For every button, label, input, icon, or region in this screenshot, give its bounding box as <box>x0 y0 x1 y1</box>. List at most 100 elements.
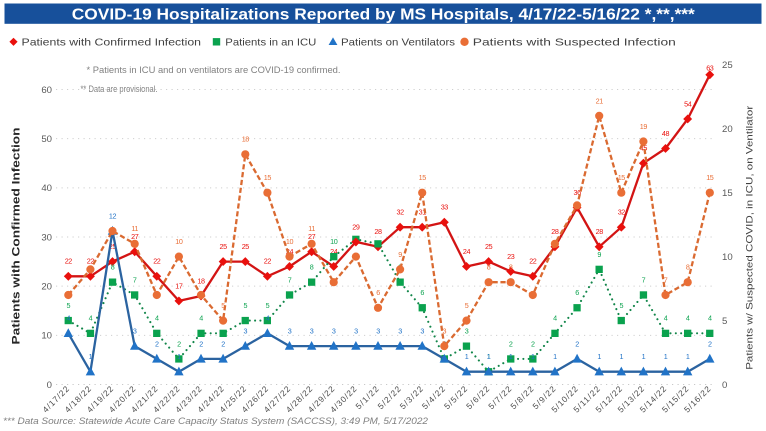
svg-text:Patients on Ventilators: Patients on Ventilators <box>341 38 455 49</box>
svg-text:1: 1 <box>89 352 93 361</box>
svg-text:15: 15 <box>722 188 733 199</box>
svg-text:6: 6 <box>376 288 380 297</box>
svg-text:3: 3 <box>243 327 247 336</box>
svg-text:5: 5 <box>221 301 225 310</box>
svg-text:4: 4 <box>266 314 270 323</box>
svg-text:15: 15 <box>618 173 626 182</box>
svg-text:30: 30 <box>41 232 52 243</box>
svg-text:10: 10 <box>286 237 294 246</box>
svg-text:0: 0 <box>47 380 52 391</box>
svg-text:Patients with Confirmed Infect: Patients with Confirmed Infection <box>22 38 202 49</box>
svg-text:27: 27 <box>131 232 139 241</box>
svg-text:1: 1 <box>487 352 491 361</box>
svg-text:6: 6 <box>575 288 579 297</box>
svg-text:4: 4 <box>66 314 70 323</box>
svg-text:8: 8 <box>310 263 314 272</box>
svg-text:* Patients in ICU and on venti: * Patients in ICU and on ventilators are… <box>87 65 341 75</box>
svg-text:22: 22 <box>153 257 161 266</box>
svg-text:3: 3 <box>398 327 402 336</box>
svg-text:45: 45 <box>640 144 648 153</box>
svg-text:8: 8 <box>509 263 513 272</box>
svg-text:15: 15 <box>264 173 272 182</box>
svg-text:32: 32 <box>618 208 626 217</box>
svg-text:8: 8 <box>487 263 491 272</box>
svg-text:1: 1 <box>465 352 469 361</box>
svg-text:** Data are provisional.: ** Data are provisional. <box>81 84 158 94</box>
svg-text:50: 50 <box>41 134 52 145</box>
svg-text:7: 7 <box>288 275 292 284</box>
svg-text:29: 29 <box>352 222 360 231</box>
svg-text:32: 32 <box>396 208 404 217</box>
svg-text:9: 9 <box>398 250 402 259</box>
svg-text:22: 22 <box>87 257 95 266</box>
svg-text:Patients in an ICU: Patients in an ICU <box>225 38 316 49</box>
svg-text:4: 4 <box>664 314 668 323</box>
svg-text:1: 1 <box>642 352 646 361</box>
svg-text:3: 3 <box>465 327 469 336</box>
svg-text:3: 3 <box>288 327 292 336</box>
svg-text:Patients with Confirmed Infect: Patients with Confirmed Infection <box>11 127 23 344</box>
svg-text:Patients w/ Suspected COVID, i: Patients w/ Suspected COVID, in ICU, on … <box>745 106 756 370</box>
svg-text:1: 1 <box>664 352 668 361</box>
svg-text:31: 31 <box>419 208 427 217</box>
svg-text:54: 54 <box>684 99 692 108</box>
svg-text:48: 48 <box>662 129 670 138</box>
svg-text:24: 24 <box>286 247 294 256</box>
svg-text:8: 8 <box>111 263 115 272</box>
svg-text:11: 11 <box>308 224 315 233</box>
svg-text:1: 1 <box>531 352 535 361</box>
svg-text:24: 24 <box>330 247 338 256</box>
svg-text:3: 3 <box>354 327 358 336</box>
svg-text:5: 5 <box>243 301 247 310</box>
svg-text:22: 22 <box>529 257 537 266</box>
svg-text:COVID-19 Hospitalizations Repo: COVID-19 Hospitalizations Reported by MS… <box>72 6 696 23</box>
svg-text:3: 3 <box>376 327 380 336</box>
svg-text:9: 9 <box>597 250 601 259</box>
svg-text:8: 8 <box>686 263 690 272</box>
svg-text:5: 5 <box>619 301 623 310</box>
svg-text:5: 5 <box>266 301 270 310</box>
svg-text:2: 2 <box>177 339 181 348</box>
svg-text:25: 25 <box>219 242 227 251</box>
svg-text:21: 21 <box>596 96 604 105</box>
svg-text:6: 6 <box>420 288 424 297</box>
svg-text:1: 1 <box>553 352 557 361</box>
svg-text:25: 25 <box>485 242 493 251</box>
svg-text:1: 1 <box>619 352 623 361</box>
svg-text:28: 28 <box>551 227 559 236</box>
svg-text:2: 2 <box>155 339 159 348</box>
svg-text:4: 4 <box>686 314 690 323</box>
svg-text:22: 22 <box>264 257 272 266</box>
svg-text:11: 11 <box>131 224 138 233</box>
svg-text:18: 18 <box>197 276 205 285</box>
svg-text:25: 25 <box>109 242 117 251</box>
svg-text:15: 15 <box>419 173 427 182</box>
svg-text:5: 5 <box>66 301 70 310</box>
svg-text:27: 27 <box>308 232 316 241</box>
svg-text:28: 28 <box>374 227 382 236</box>
svg-text:3: 3 <box>310 327 314 336</box>
svg-text:7: 7 <box>133 275 137 284</box>
svg-text:36: 36 <box>573 188 581 197</box>
svg-text:25: 25 <box>242 242 250 251</box>
svg-text:Patients with Suspected Infect: Patients with Suspected Infection <box>473 38 676 49</box>
svg-text:10: 10 <box>330 237 338 246</box>
svg-text:20: 20 <box>722 124 733 135</box>
svg-text:2: 2 <box>509 339 513 348</box>
svg-text:10: 10 <box>175 237 183 246</box>
svg-text:3: 3 <box>420 327 424 336</box>
svg-text:22: 22 <box>65 257 73 266</box>
svg-text:17: 17 <box>175 281 183 290</box>
svg-text:20: 20 <box>41 282 52 293</box>
svg-text:4: 4 <box>553 314 557 323</box>
svg-text:1: 1 <box>177 352 181 361</box>
svg-text:3: 3 <box>332 327 336 336</box>
svg-text:2: 2 <box>199 339 203 348</box>
svg-text:3: 3 <box>133 327 137 336</box>
svg-text:2: 2 <box>531 339 535 348</box>
svg-text:4: 4 <box>708 314 712 323</box>
svg-text:23: 23 <box>507 252 515 261</box>
svg-text:7: 7 <box>642 275 646 284</box>
svg-text:33: 33 <box>441 203 449 212</box>
svg-text:25: 25 <box>722 60 733 71</box>
